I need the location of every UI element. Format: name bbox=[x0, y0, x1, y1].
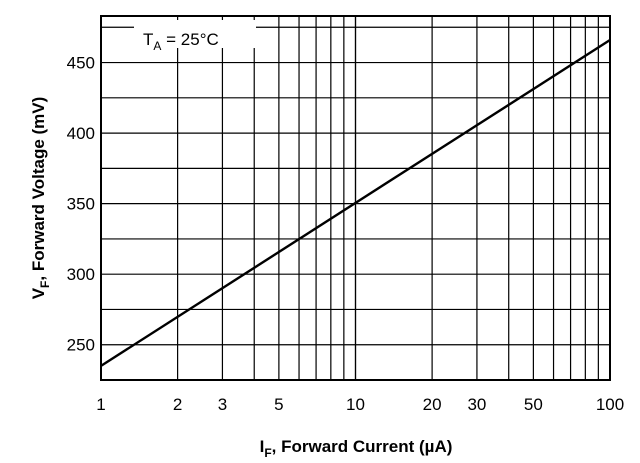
x-tick-label: 100 bbox=[596, 395, 624, 414]
y-axis-title-sub: F bbox=[38, 281, 52, 288]
annotation-main: T bbox=[143, 30, 153, 49]
y-tick-label: 300 bbox=[67, 265, 95, 284]
y-tick-label: 400 bbox=[67, 124, 95, 143]
x-tick-label: 20 bbox=[423, 395, 442, 414]
y-axis-title: VF, Forward Voltage (mV) bbox=[29, 97, 52, 300]
x-tick-label: 2 bbox=[173, 395, 182, 414]
x-axis-title: IF, Forward Current (µA) bbox=[260, 437, 453, 460]
annotation-rest: = 25°C bbox=[161, 30, 218, 49]
annotation-background bbox=[134, 20, 256, 48]
x-tick-label: 1 bbox=[96, 395, 105, 414]
tick-labels: 1 2 3 5 10 20 30 50 100 250 300 350 400 450 bbox=[67, 54, 625, 414]
y-tick-label: 250 bbox=[67, 336, 95, 355]
plot-frame bbox=[100, 15, 611, 381]
annotation-sub: A bbox=[153, 39, 161, 53]
y-tick-label: 450 bbox=[67, 54, 95, 73]
x-axis-title-sub: F bbox=[264, 446, 271, 460]
x-tick-label: 5 bbox=[274, 395, 283, 414]
x-axis-title-rest: , Forward Current (µA) bbox=[272, 437, 453, 456]
y-axis-title-rest: , Forward Voltage (mV) bbox=[29, 97, 48, 281]
grid bbox=[100, 16, 611, 380]
temperature-annotation: TA = 25°C bbox=[143, 30, 219, 53]
x-tick-label: 30 bbox=[467, 395, 486, 414]
x-tick-label: 10 bbox=[346, 395, 365, 414]
x-tick-label: 3 bbox=[218, 395, 227, 414]
series-layer bbox=[100, 38, 611, 367]
series-line bbox=[100, 38, 611, 367]
x-tick-label: 50 bbox=[524, 395, 543, 414]
y-tick-label: 350 bbox=[67, 195, 95, 214]
x-axis-title-main: I bbox=[260, 437, 265, 456]
y-axis-title-main: V bbox=[29, 287, 48, 299]
